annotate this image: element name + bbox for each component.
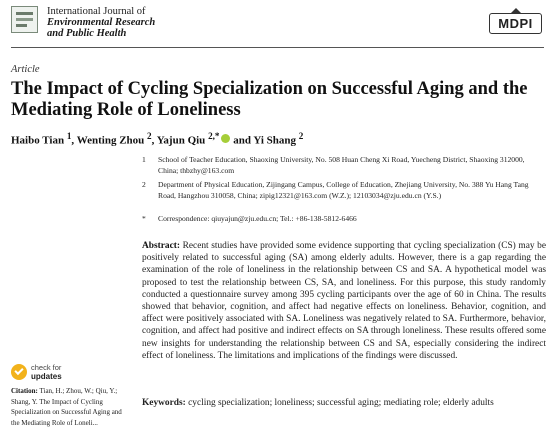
keywords-label: Keywords: bbox=[142, 398, 186, 408]
affiliation-mark: 2,* bbox=[208, 131, 220, 141]
journal-logo bbox=[11, 6, 38, 33]
journal-name-line1: International Journal of bbox=[47, 6, 146, 17]
citation-label: Citation: bbox=[11, 387, 38, 395]
keywords: Keywords: cycling specialization; loneli… bbox=[142, 398, 546, 408]
badge-line1: check for bbox=[31, 363, 62, 372]
article-title: The Impact of Cycling Specialization on … bbox=[11, 79, 528, 120]
check-for-updates-badge[interactable]: check for updates bbox=[11, 362, 71, 384]
affiliation-number: 2 bbox=[142, 180, 146, 189]
affiliation-1: 1 School of Teacher Education, Shaoxing … bbox=[142, 155, 537, 177]
affiliation-text: Department of Physical Education, Zijing… bbox=[158, 180, 529, 200]
publisher-name: MDPI bbox=[498, 16, 533, 31]
journal-name-line3: and Public Health bbox=[47, 28, 127, 39]
author-name[interactable]: and Yi Shang bbox=[230, 134, 299, 147]
author-name[interactable]: Haibo Tian bbox=[11, 134, 67, 147]
author-name[interactable]: , Yajun Qiu bbox=[151, 134, 209, 147]
correspondence-text: Correspondence: qiuyajun@zju.edu.cn; Tel… bbox=[158, 214, 357, 223]
badge-line2: updates bbox=[31, 372, 62, 381]
author-list: Haibo Tian 1, Wenting Zhou 2, Yajun Qiu … bbox=[11, 131, 303, 147]
affiliation-mark: 2 bbox=[298, 131, 304, 141]
affiliation-number: 1 bbox=[142, 155, 146, 164]
journal-name[interactable]: International Journal of Environmental R… bbox=[47, 6, 155, 39]
journal-name-line2: Environmental Research bbox=[47, 17, 156, 28]
mdpi-triangle-icon bbox=[511, 8, 521, 13]
publisher-logo[interactable]: MDPI bbox=[489, 8, 542, 34]
affiliation-mark: 1 bbox=[66, 131, 72, 141]
correspondence-mark: * bbox=[142, 214, 146, 223]
citation: Citation: Tian, H.; Zhou, W.; Qiu, Y.; S… bbox=[11, 386, 129, 428]
keywords-text: cycling specialization; loneliness; succ… bbox=[185, 398, 494, 408]
abstract-label: Abstract: bbox=[142, 241, 181, 251]
correspondence: * Correspondence: qiuyajun@zju.edu.cn; T… bbox=[142, 214, 537, 226]
author-name[interactable]: , Wenting Zhou bbox=[71, 134, 148, 147]
abstract: Abstract: Recent studies have provided s… bbox=[142, 240, 546, 362]
header-divider bbox=[11, 47, 544, 48]
article-type: Article bbox=[11, 64, 40, 75]
affiliation-text: School of Teacher Education, Shaoxing Un… bbox=[158, 155, 525, 175]
orcid-icon[interactable] bbox=[220, 133, 230, 143]
affiliation-mark: 2 bbox=[147, 131, 152, 141]
check-icon bbox=[11, 364, 27, 380]
abstract-text: Recent studies have provided some eviden… bbox=[142, 241, 546, 361]
affiliation-2: 2 Department of Physical Education, Ziji… bbox=[142, 180, 537, 213]
